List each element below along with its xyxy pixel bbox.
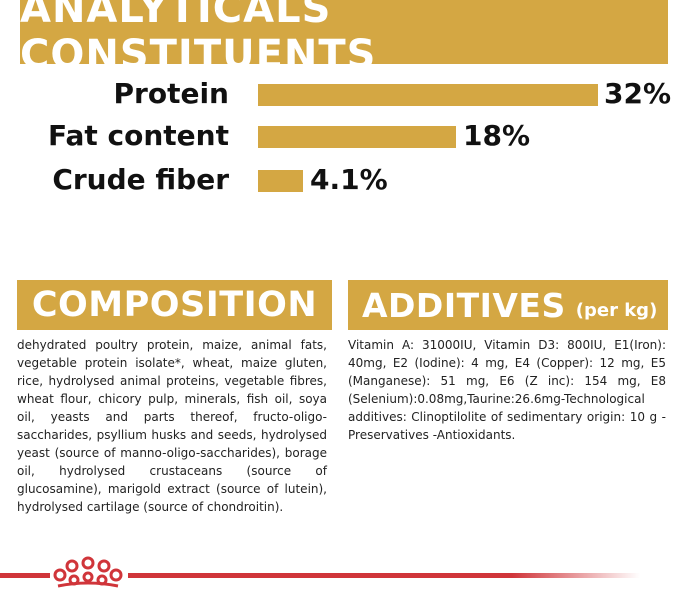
- composition-banner: COMPOSITION: [17, 280, 332, 330]
- constituent-value-fiber: 4.1%: [310, 163, 388, 196]
- analytical-constituents-title: ANALYTICALS CONSTITUENTS: [20, 0, 377, 78]
- composition-text: dehydrated poultry protein, maize, anima…: [17, 338, 327, 514]
- constituent-bar-fat: [258, 126, 456, 148]
- constituent-bar-protein: [258, 84, 598, 106]
- constituent-label-fiber: Crude fiber: [52, 163, 229, 196]
- constituent-label-protein: Protein: [113, 77, 229, 110]
- analytical-constituents-banner: ANALYTICALS CONSTITUENTS: [20, 0, 668, 78]
- footer-line-left: [0, 573, 50, 578]
- additives-banner: ADDITIVES (per kg): [348, 280, 668, 330]
- constituent-value-protein: 32%: [604, 77, 672, 110]
- constituent-value-fat: 18%: [463, 119, 531, 152]
- additives-title: ADDITIVES: [362, 285, 566, 325]
- constituent-label-fat: Fat content: [48, 119, 229, 152]
- constituent-bar-fiber: [258, 170, 303, 192]
- footer-line-right: [128, 573, 640, 578]
- additives-text: Vitamin A: 31000IU, Vitamin D3: 800IU, E…: [348, 338, 666, 442]
- additives-unit: (per kg): [575, 299, 658, 321]
- crown-logo-icon: [53, 556, 123, 588]
- composition-title: COMPOSITION: [31, 285, 318, 325]
